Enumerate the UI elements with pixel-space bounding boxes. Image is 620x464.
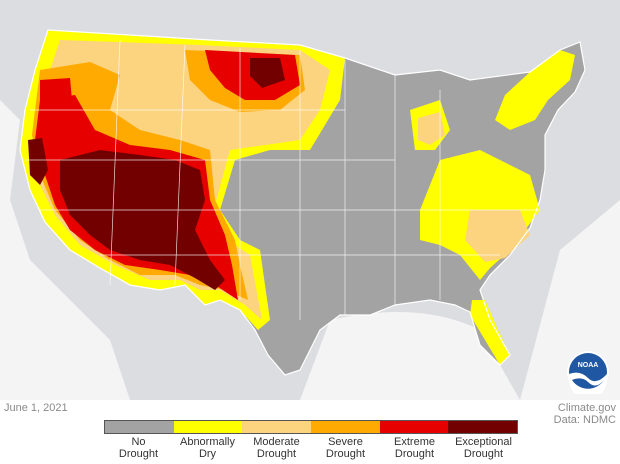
legend-bar <box>104 420 518 434</box>
zone-moderate-drought-michigan <box>418 112 445 145</box>
date-label: June 1, 2021 <box>4 402 68 414</box>
noaa-logo: NOAA <box>566 350 610 399</box>
legend-labels: No Drought Abnormally Dry Moderate Droug… <box>104 436 518 460</box>
legend-label-extreme-drought: Extreme Drought <box>394 436 435 460</box>
gulf-of-mexico <box>300 312 520 400</box>
legend-swatch-severe-drought <box>311 421 380 433</box>
drought-map: NOAA <box>0 0 620 400</box>
state-borders <box>25 39 540 320</box>
legend-swatch-exceptional-drought <box>448 421 518 433</box>
credit-site: Climate.gov <box>557 402 616 414</box>
zone-abnormally-dry-florida <box>470 300 510 365</box>
atlantic-ocean <box>520 200 620 400</box>
legend-label-severe-drought: Severe Drought <box>325 436 366 460</box>
credit: Climate.gov Data: NDMC <box>554 402 616 426</box>
legend-label-abnormally-dry: Abnormally Dry <box>179 436 236 460</box>
legend-swatch-abnormally-dry <box>173 421 243 433</box>
zone-abnormally-dry-northeast <box>495 50 575 130</box>
zone-exceptional-drought-northdakota <box>250 58 285 88</box>
svg-text:NOAA: NOAA <box>578 362 599 369</box>
noaa-logo-icon: NOAA <box>567 351 609 399</box>
zone-exceptional-drought-california <box>28 138 48 185</box>
zone-extreme-drought-oregon <box>40 78 72 110</box>
legend-label-moderate-drought: Moderate Drought <box>253 436 300 460</box>
legend-label-no-drought: No Drought <box>118 436 159 460</box>
us-outline <box>19 29 586 376</box>
legend-swatch-moderate-drought <box>242 421 312 433</box>
pacific-ocean <box>0 100 130 400</box>
legend-swatch-extreme-drought <box>379 421 449 433</box>
legend-label-exceptional-drought: Exceptional Drought <box>455 436 512 460</box>
legend-swatch-no-drought <box>105 421 174 433</box>
drought-map-svg <box>0 29 620 400</box>
credit-data: Data: NDMC <box>553 414 616 426</box>
